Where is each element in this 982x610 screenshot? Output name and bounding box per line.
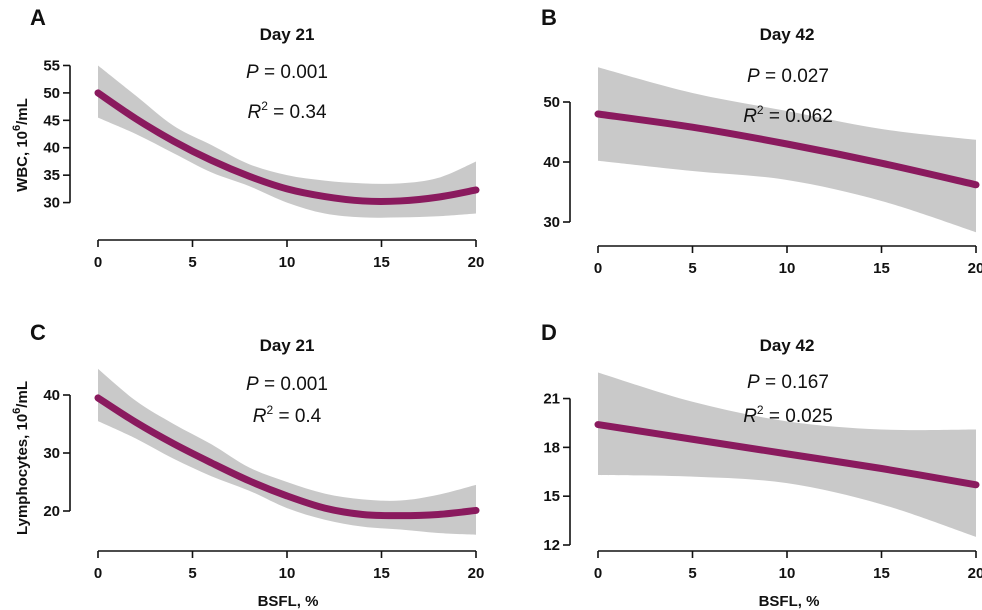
panel-a-letter: A [30,5,46,30]
panel-d-y-tick-label: 15 [543,488,560,505]
panel-b-fit-line [594,110,980,189]
panel-c-r2-annotation: R2 = 0.4 [253,403,322,427]
panel-d-x-axis-label: BSFL, % [759,593,820,610]
panel-c-title: Day 21 [260,336,315,355]
panel-a-confidence-band [98,65,476,218]
panel-a-p-annotation: P = 0.001 [246,62,328,83]
panel-c-plot: 20 30 40 0 5 10 15 20 [43,368,485,582]
panel-a-p-value: 0.001 [280,62,328,83]
panel-a-y-tick-label: 55 [43,57,60,74]
panel-b-p-annotation: P = 0.027 [747,66,829,87]
panel-a-x-tick-label: 5 [188,254,196,271]
panel-b-p-value: 0.027 [781,66,829,87]
panel-c-x-tick-label: 10 [279,565,296,582]
panel-a-y-tick-label: 30 [43,195,60,212]
panel-d-r2-value: 0.025 [785,406,833,427]
panel-d-x-tick-label: 15 [873,565,890,582]
panel-c: C Day 21 20 30 40 0 5 10 15 20 P = 0.001 R2 = 0… [11,320,484,610]
panel-b-y-tick-label: 50 [543,94,560,111]
panel-d-title: Day 42 [760,336,815,355]
panel-b-x-tick-label: 10 [779,260,796,277]
panel-b-x-tick-label: 15 [873,260,890,277]
panel-a-y-tick-label: 45 [43,112,60,129]
panel-d-r2-label: R [743,406,757,427]
panel-c-x-axis-label: BSFL, % [258,593,319,610]
panel-c-p-value: 0.001 [280,374,328,395]
panel-a-fit-line [94,89,480,205]
panel-b-plot: 30 40 50 0 5 10 15 20 [543,67,982,277]
panel-b-r2-annotation: R2 = 0.062 [743,103,833,127]
panel-d-x-tick-label: 20 [968,565,982,582]
panel-c-y-tick-label: 20 [43,503,60,520]
panel-b-x-tick-label: 5 [688,260,696,277]
panel-a-y-tick-label: 40 [43,140,60,157]
panel-d-y-tick-label: 21 [543,391,560,408]
panel-a-r2-label: R [247,102,261,123]
panel-c-letter: C [30,320,46,345]
panel-a-y-tick-label: 50 [43,85,60,102]
panel-a-x-tick-label: 20 [468,254,485,271]
panel-d-p-annotation: P = 0.167 [747,372,829,393]
panel-a-r2-annotation: R2 = 0.34 [247,99,326,123]
panel-c-fit-line [94,394,480,520]
panel-c-y-axis-label: Lymphocytes, 106/mL [11,381,31,535]
panel-c-x-tick-label: 15 [373,565,390,582]
panel-a-x-tick-label: 15 [373,254,390,271]
panel-b-x-tick-label: 0 [594,260,602,277]
panel-d-y-tick-label: 12 [543,537,560,554]
panel-b-p-label: P [747,66,760,87]
panel-d-x-tick-label: 0 [594,565,602,582]
panel-a-x-tick-label: 0 [94,254,102,271]
panel-d-y-tick-label: 18 [543,439,560,456]
panel-a-y-tick-label: 35 [43,167,60,184]
panel-d-p-label: P [747,372,760,393]
panel-c-y-tick-label: 30 [43,445,60,462]
panel-c-x-tick-label: 20 [468,565,485,582]
panel-a-p-label: P [246,62,259,83]
panel-c-confidence-band [98,368,476,535]
panel-a-y-axis-label: WBC, 106/mL [11,98,31,192]
panel-c-r2-label: R [253,406,267,427]
panel-c-r2-value: 0.4 [295,406,322,427]
panel-b-y-tick-label: 30 [543,214,560,231]
panel-a-r2-value: 0.34 [290,102,327,123]
panel-d-r2-annotation: R2 = 0.025 [743,403,833,427]
panel-c-x-tick-label: 0 [94,565,102,582]
panel-c-y-tick-label: 40 [43,387,60,404]
panel-d-p-value: 0.167 [781,372,829,393]
panel-a-title: Day 21 [260,25,315,44]
panel-d: D Day 42 12 15 18 21 0 5 10 15 20 P = 0.167 R2 =… [541,320,982,610]
panel-c-x-tick-label: 5 [188,565,196,582]
panel-b-y-tick-label: 40 [543,154,560,171]
panel-b-x-tick-label: 20 [968,260,982,277]
panel-d-letter: D [541,320,557,345]
panel-d-x-tick-label: 10 [779,565,796,582]
panel-d-fit-line [594,421,980,489]
panel-b-title: Day 42 [760,25,815,44]
panel-b-r2-label: R [743,106,757,127]
panel-d-plot: 12 15 18 21 0 5 10 15 20 [543,372,982,582]
panel-a-x-tick-label: 10 [279,254,296,271]
panel-c-p-annotation: P = 0.001 [246,374,328,395]
panel-b: B Day 42 30 40 50 0 5 10 15 20 P = 0.027 R2 = 0… [541,5,982,277]
panel-b-confidence-band [598,67,976,233]
panel-c-p-label: P [246,374,259,395]
panel-b-r2-value: 0.062 [785,106,833,127]
panel-d-x-tick-label: 5 [688,565,696,582]
panel-a-plot: 30 35 40 45 50 55 0 5 10 15 20 [43,57,484,271]
panel-b-letter: B [541,5,557,30]
